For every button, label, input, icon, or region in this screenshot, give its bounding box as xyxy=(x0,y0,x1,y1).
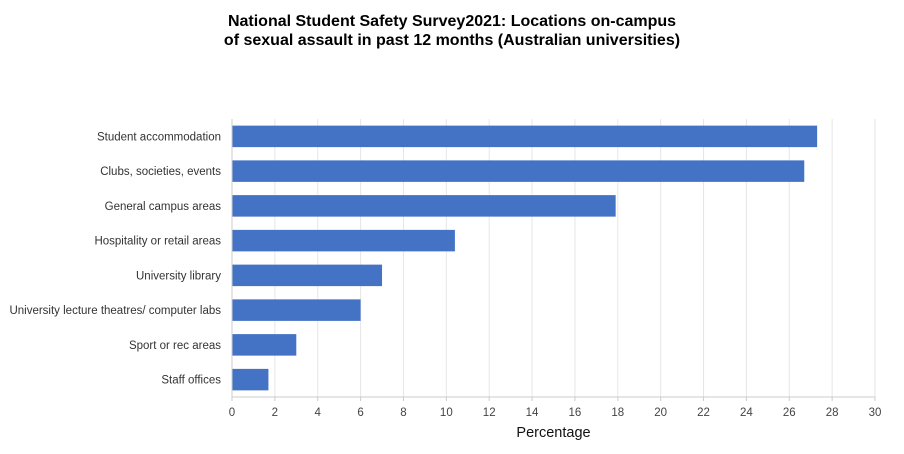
bar xyxy=(232,195,616,217)
category-label: Hospitality or retail areas xyxy=(94,236,221,248)
bar xyxy=(232,229,455,252)
category-labels: Student accommodation Clubs, societies, e… xyxy=(9,131,221,386)
bar xyxy=(232,368,269,391)
x-tick-labels: 0 2 4 6 8 10 12 14 16 18 20 22 24 26 28 30 xyxy=(229,397,882,419)
x-tick-label: 4 xyxy=(315,407,322,419)
x-tick-label: 28 xyxy=(826,407,839,419)
bars xyxy=(232,125,818,391)
x-tick-label: 16 xyxy=(569,407,582,419)
chart-title-line-2: of sexual assault in past 12 months (Aus… xyxy=(223,32,681,49)
bar xyxy=(232,160,805,182)
category-label: University lecture theatres/ computer la… xyxy=(9,305,221,317)
category-label: Clubs, societies, events xyxy=(100,166,221,178)
x-tick-label: 0 xyxy=(229,407,235,419)
bar xyxy=(232,334,297,356)
x-tick-label: 30 xyxy=(869,407,882,419)
x-tick-label: 12 xyxy=(483,407,496,419)
x-tick-label: 18 xyxy=(611,407,624,419)
category-label: General campus areas xyxy=(105,201,222,213)
category-label: Sport or rec areas xyxy=(129,340,221,352)
category-label: Staff offices xyxy=(161,375,221,387)
x-tick-label: 20 xyxy=(654,407,667,419)
x-tick-label: 10 xyxy=(440,407,453,419)
bar xyxy=(232,264,383,287)
bar xyxy=(232,125,818,148)
x-tick-label: 22 xyxy=(697,407,710,419)
x-tick-label: 8 xyxy=(400,407,406,419)
x-tick-label: 26 xyxy=(783,407,796,419)
x-tick-label: 6 xyxy=(357,407,363,419)
chart-title-line-1: National Student Safety Survey2021: Loca… xyxy=(227,13,677,30)
chart-title: National Student Safety Survey2021: Loca… xyxy=(0,12,904,50)
x-axis-title: Percentage xyxy=(516,425,590,441)
x-tick-label: 14 xyxy=(526,407,539,419)
category-label: Student accommodation xyxy=(97,131,221,143)
x-tick-label: 24 xyxy=(740,407,753,419)
category-label: University library xyxy=(136,270,221,282)
x-tick-label: 2 xyxy=(272,407,278,419)
bar xyxy=(232,299,361,321)
